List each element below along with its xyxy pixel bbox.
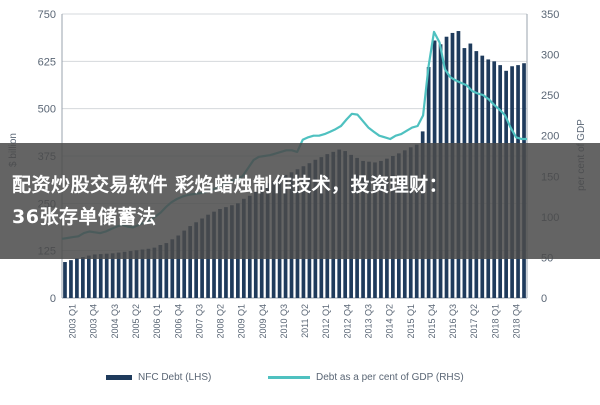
y-right-tick-label: 200 <box>541 131 559 143</box>
nfc-debt-bar <box>188 226 193 298</box>
x-tick-label: 2010 Q3 <box>279 304 289 339</box>
nfc-debt-bar <box>63 262 67 298</box>
legend-label-line: Debt as a per cent of GDP (RHS) <box>316 372 464 383</box>
y-left-tick-label: 750 <box>38 9 56 21</box>
nfc-debt-bar <box>176 235 181 298</box>
nfc-debt-bar <box>86 255 91 298</box>
x-tick-label: 2006 Q4 <box>173 304 183 339</box>
nfc-debt-bar <box>110 253 115 298</box>
x-tick-label: 2003 Q1 <box>68 304 78 339</box>
x-tick-label: 2015 Q4 <box>427 304 437 339</box>
watermark-line-1: 配资炒股交易软件 彩焰蜡烛制作技术，投资理财： <box>12 174 449 196</box>
x-tick-label: 2009 Q4 <box>258 304 268 339</box>
nfc-debt-bar <box>164 243 169 298</box>
nfc-debt-bar <box>92 254 97 298</box>
nfc-debt-bar <box>152 247 157 298</box>
y-left-tick-label: 500 <box>38 104 56 116</box>
x-tick-label: 2016 Q3 <box>448 304 458 339</box>
y-right-tick-label: 350 <box>541 9 559 21</box>
legend-swatch-line <box>268 376 310 379</box>
legend-item-bars: NFC Debt (LHS) <box>106 372 211 383</box>
y-left-tick-label: 0 <box>50 293 56 305</box>
x-tick-label: 2018 Q1 <box>490 304 500 339</box>
x-tick-label: 2018 Q4 <box>511 304 521 339</box>
y-right-tick-label: 300 <box>541 50 559 62</box>
x-tick-label: 2012 Q1 <box>321 304 331 339</box>
x-tick-label: 2005 Q2 <box>131 304 141 339</box>
legend-swatch-bar <box>106 375 132 380</box>
nfc-debt-bar <box>122 251 127 298</box>
nfc-debt-bar <box>194 222 198 298</box>
x-tick-label: 2013 Q3 <box>364 304 374 339</box>
nfc-debt-bar <box>128 251 133 298</box>
nfc-debt-bar <box>170 239 175 298</box>
nfc-debt-bar <box>69 260 73 298</box>
x-tick-label: 2011 Q2 <box>300 304 310 338</box>
x-tick-label: 2004 Q3 <box>110 304 120 339</box>
watermark-banner: 配资炒股交易软件 彩焰蜡烛制作技术，投资理财： 36张存单储蓄法 <box>0 143 600 259</box>
x-tick-label: 2003 Q4 <box>89 304 99 339</box>
x-tick-label: 2012 Q4 <box>342 304 352 339</box>
x-tick-label: 2009 Q1 <box>237 304 247 339</box>
y-right-tick-label: 0 <box>541 293 547 305</box>
x-tick-label: 2017 Q2 <box>469 304 479 339</box>
y-left-tick-label: 625 <box>38 56 56 68</box>
chart-legend: NFC Debt (LHS) Debt as a per cent of GDP… <box>0 372 600 392</box>
x-tick-label: 2015 Q1 <box>406 304 416 339</box>
legend-label-bars: NFC Debt (LHS) <box>138 372 212 383</box>
nfc-debt-bar <box>140 249 145 298</box>
x-tick-label: 2007 Q3 <box>194 304 204 339</box>
nfc-debt-bar <box>158 244 163 298</box>
watermark-line-2: 36张存单储蓄法 <box>12 206 157 228</box>
x-tick-label: 2008 Q2 <box>216 304 226 339</box>
x-tick-label: 2006 Q1 <box>152 304 162 339</box>
nfc-debt-bar <box>75 258 79 298</box>
nfc-debt-bar <box>98 254 103 298</box>
nfc-debt-bar <box>116 252 121 298</box>
legend-item-line: Debt as a per cent of GDP (RHS) <box>268 372 464 383</box>
x-tick-label: 2014 Q2 <box>385 304 395 339</box>
nfc-debt-bar <box>81 257 85 298</box>
nfc-debt-bar <box>104 253 109 298</box>
y-right-tick-label: 250 <box>541 90 559 102</box>
nfc-debt-bar <box>146 248 151 298</box>
nfc-debt-bar <box>182 230 187 298</box>
nfc-debt-bar <box>134 250 139 298</box>
